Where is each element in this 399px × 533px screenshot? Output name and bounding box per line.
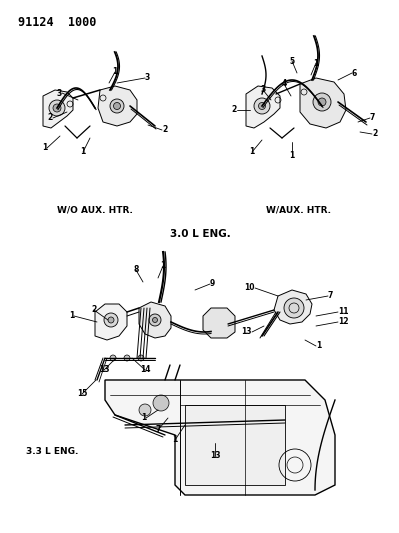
Text: 2: 2 [91, 305, 97, 314]
Text: 1: 1 [69, 311, 74, 320]
Circle shape [313, 93, 331, 111]
Bar [185, 405, 285, 485]
Circle shape [53, 104, 61, 112]
Text: 2: 2 [48, 114, 53, 123]
Circle shape [139, 404, 151, 416]
Text: 3: 3 [57, 88, 62, 98]
Polygon shape [139, 302, 171, 338]
Text: 1: 1 [113, 68, 118, 77]
Circle shape [284, 298, 304, 318]
Text: 91124  1000: 91124 1000 [18, 16, 97, 29]
Circle shape [138, 355, 144, 361]
Text: 13: 13 [99, 366, 109, 375]
Text: 3: 3 [261, 85, 266, 94]
Text: 3.0 L ENG.: 3.0 L ENG. [170, 229, 230, 239]
Text: 11: 11 [338, 308, 348, 317]
Text: 1: 1 [289, 151, 294, 160]
Text: 2: 2 [162, 125, 167, 134]
Text: 14: 14 [140, 366, 150, 375]
Text: 8: 8 [133, 265, 139, 274]
Circle shape [153, 395, 169, 411]
Text: 5: 5 [289, 56, 294, 66]
Text: 1: 1 [160, 262, 166, 271]
Circle shape [318, 98, 326, 106]
Text: 13: 13 [210, 451, 220, 461]
Circle shape [104, 313, 118, 327]
Text: 1: 1 [313, 59, 319, 68]
Circle shape [110, 99, 124, 113]
Circle shape [113, 102, 120, 109]
Text: 6: 6 [352, 69, 357, 77]
Polygon shape [98, 86, 137, 126]
Text: 1: 1 [80, 148, 86, 157]
Circle shape [124, 355, 130, 361]
Circle shape [149, 314, 161, 326]
Polygon shape [43, 90, 73, 128]
Circle shape [254, 98, 270, 114]
Text: 1: 1 [141, 414, 146, 423]
Circle shape [108, 317, 114, 323]
Polygon shape [246, 86, 280, 128]
Circle shape [49, 100, 65, 116]
Text: 7: 7 [155, 425, 161, 434]
Text: 13: 13 [241, 327, 252, 336]
Text: 2: 2 [232, 106, 237, 115]
Text: 3: 3 [145, 74, 150, 83]
Polygon shape [105, 380, 335, 495]
Text: 1: 1 [42, 143, 47, 152]
Text: 1: 1 [249, 148, 255, 157]
Text: W/O AUX. HTR.: W/O AUX. HTR. [57, 206, 133, 214]
Circle shape [152, 318, 158, 322]
Text: 2: 2 [372, 130, 377, 139]
Text: 4: 4 [281, 79, 286, 88]
Circle shape [110, 355, 116, 361]
Text: 7: 7 [370, 114, 375, 123]
Text: 1: 1 [172, 435, 178, 445]
Polygon shape [95, 304, 127, 340]
Text: 7: 7 [328, 292, 334, 301]
Text: 1: 1 [316, 342, 321, 351]
Text: 9: 9 [210, 279, 215, 288]
Text: 12: 12 [338, 318, 348, 327]
Polygon shape [274, 290, 312, 324]
Text: 3.3 L ENG.: 3.3 L ENG. [26, 448, 78, 456]
Polygon shape [300, 78, 346, 128]
Text: 15: 15 [77, 390, 87, 399]
Text: W/AUX. HTR.: W/AUX. HTR. [265, 206, 330, 214]
Polygon shape [203, 308, 235, 338]
Circle shape [259, 102, 265, 109]
Text: 10: 10 [245, 284, 255, 293]
